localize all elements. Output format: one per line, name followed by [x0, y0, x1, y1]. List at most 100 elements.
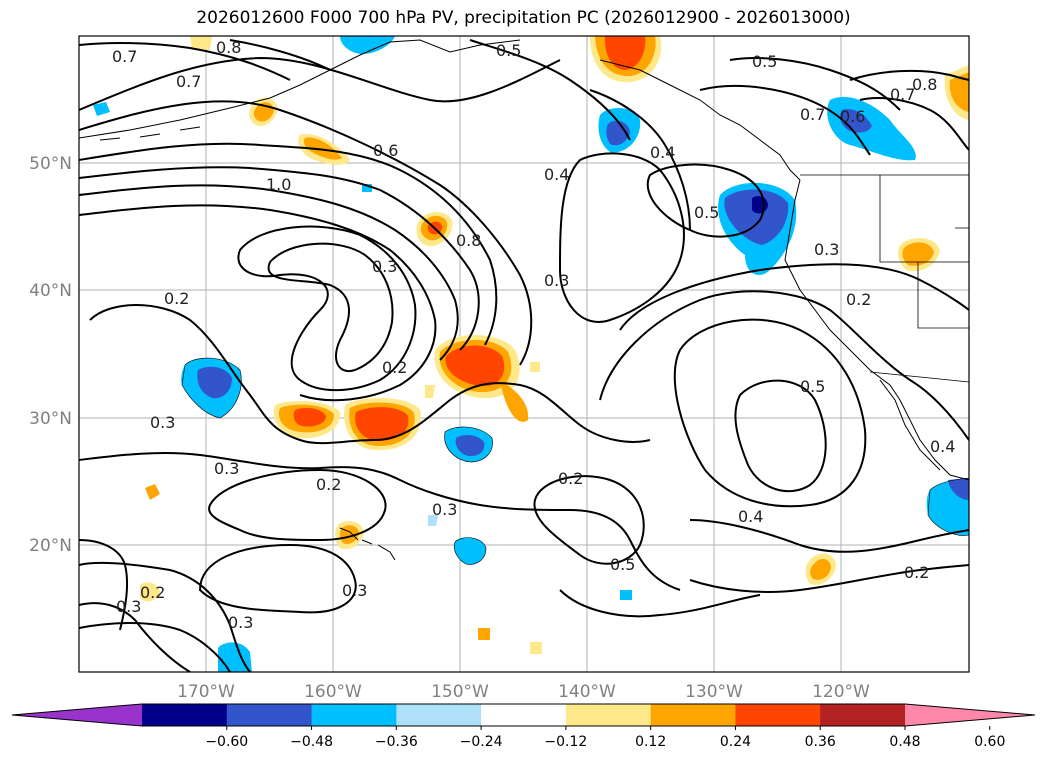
lat-label: 30°N: [29, 409, 72, 429]
contour-label: 0.3: [116, 597, 141, 616]
contour-label: 0.4: [738, 507, 763, 526]
contour-line: [79, 166, 480, 351]
precip-blob: [810, 558, 831, 580]
colorbar-tick-label: −0.36: [375, 734, 418, 750]
colorbar-tick-label: 0.12: [635, 734, 666, 750]
contour-label: 0.7: [112, 47, 137, 66]
lat-label: 20°N: [29, 536, 72, 556]
precip-blob: [840, 108, 872, 133]
contour-line: [79, 184, 459, 361]
colorbar-extend-low: [12, 704, 142, 726]
precip-outline: [453, 537, 487, 565]
border-states: [879, 175, 969, 329]
colorbar-segment: [142, 704, 228, 726]
lon-label: 140°W: [558, 682, 616, 702]
contour-label: 0.4: [930, 437, 955, 456]
colorbar-extend-high: [905, 704, 1035, 726]
contour-line: [79, 100, 533, 366]
plot-title: 2026012600 F000 700 hPa PV, precipitatio…: [196, 8, 851, 28]
contour-line: [208, 468, 387, 542]
pv-contours: [79, 39, 969, 672]
precip-blob: [530, 642, 542, 654]
precip-blob: [500, 380, 529, 422]
coastline-hawaii: [339, 527, 396, 561]
precip-blob: [218, 642, 252, 672]
precip-blob: [445, 345, 505, 386]
colorbar: −0.60 −0.48 −0.36 −0.24 −0.12 0.12 0.24 0.36 0.4…: [11, 703, 1036, 750]
colorbar-segment: [650, 704, 736, 726]
precip-blob: [902, 242, 934, 266]
lon-label: 160°W: [304, 682, 362, 702]
contour-line: [79, 56, 561, 111]
coastline-baja: [879, 379, 941, 471]
contour-label: 0.2: [904, 563, 929, 582]
contour-line: [79, 622, 231, 672]
precip-outline: [181, 357, 242, 419]
colorbar-segment: [565, 704, 652, 726]
precip-blob: [455, 434, 485, 457]
precip-blob: [140, 582, 160, 602]
border-us-mexico: [869, 371, 969, 383]
contour-label: 0.5: [496, 41, 521, 60]
contour-line: [673, 318, 867, 508]
colorbar-segment: [396, 704, 482, 726]
contour-label: 0.6: [840, 107, 865, 126]
contour-label: 0.4: [650, 143, 675, 162]
contour-label: 0.3: [228, 613, 253, 632]
contour-line: [533, 475, 645, 565]
contour-label: 0.2: [846, 290, 871, 309]
precip-outlines: [181, 357, 969, 565]
contour-line: [689, 519, 969, 553]
contour-label: 0.6: [373, 141, 398, 160]
contour-line: [79, 204, 437, 402]
contour-line: [734, 379, 827, 493]
contour-label: 0.3: [814, 240, 839, 259]
lat-label: 40°N: [29, 281, 72, 301]
contour-line: [689, 564, 969, 593]
contour-label: 0.7: [176, 72, 201, 91]
precip-blob: [145, 484, 160, 500]
contour-line: [79, 451, 681, 591]
contour-label: 0.2: [140, 583, 165, 602]
contour-line: [229, 39, 331, 71]
coastline-bc: [599, 59, 801, 181]
contour-label: 1.0: [266, 175, 291, 194]
contour-line: [89, 304, 651, 445]
lon-label: 170°W: [177, 682, 235, 702]
contour-label: 0.5: [610, 555, 635, 574]
contour-line: [599, 290, 969, 441]
political-borders: [800, 174, 969, 383]
precip-blob: [428, 515, 438, 526]
contour-label: 0.3: [214, 459, 239, 478]
contour-label: 0.7: [890, 85, 915, 104]
colorbar-tick-label: −0.48: [290, 734, 333, 750]
contour-label: 0.2: [558, 469, 583, 488]
contour-label: 0.5: [752, 52, 777, 71]
contour-line: [558, 152, 685, 323]
contour-label: 0.8: [912, 75, 937, 94]
contour-label: 0.2: [164, 289, 189, 308]
contour-label: 0.8: [216, 38, 241, 57]
latitude-labels: 50°N 40°N 30°N 20°N: [29, 154, 72, 556]
colorbar-segment: [820, 704, 906, 726]
precip-blob: [190, 36, 212, 50]
colorbar-outline: [11, 703, 1036, 727]
precip-blob: [949, 72, 969, 112]
contour-line: [469, 39, 631, 141]
precip-blob: [604, 36, 646, 70]
longitude-labels: 170°W 160°W 150°W 140°W 130°W 120°W: [177, 682, 870, 702]
precip-blob: [530, 362, 540, 372]
colorbar-segment: [735, 704, 821, 726]
contour-label: 0.2: [316, 475, 341, 494]
colorbar-tick-label: −0.12: [544, 734, 587, 750]
lon-label: 130°W: [685, 682, 743, 702]
colorbar-tick-label: −0.60: [205, 734, 248, 750]
contour-label: 0.3: [432, 500, 457, 519]
contour-line: [198, 543, 357, 614]
lon-label: 150°W: [431, 682, 489, 702]
precip-blob: [197, 366, 232, 399]
contour-line: [237, 225, 417, 392]
precip-blob: [425, 385, 435, 398]
lat-label: 50°N: [29, 154, 72, 174]
